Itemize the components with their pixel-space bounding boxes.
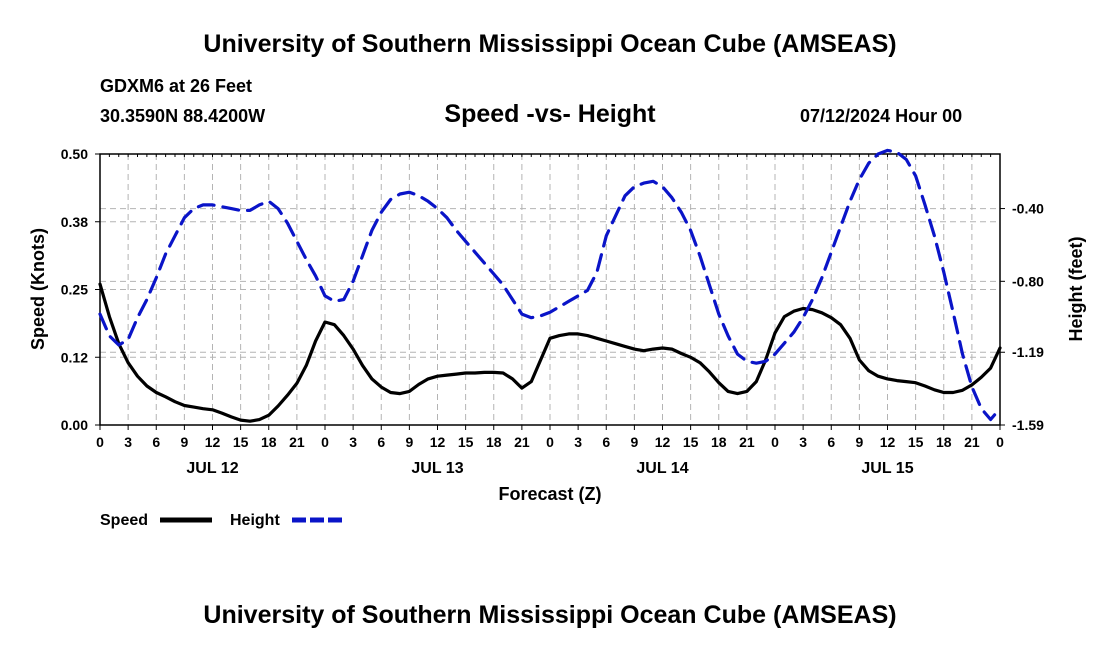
y-tick-label: 0.38 bbox=[61, 214, 88, 230]
x-tick-label: 3 bbox=[349, 434, 357, 450]
legend-height-label: Height bbox=[230, 512, 280, 529]
x-tick-label: 12 bbox=[430, 434, 446, 450]
x-tick-label: 9 bbox=[180, 434, 188, 450]
x-tick-label: 6 bbox=[377, 434, 385, 450]
y2-tick-label: -0.40 bbox=[1012, 201, 1044, 217]
x-tick-label: 18 bbox=[486, 434, 502, 450]
x-tick-label: 6 bbox=[827, 434, 835, 450]
y-tick-label: 0.12 bbox=[61, 349, 88, 365]
x-day-label: JUL 14 bbox=[636, 460, 688, 477]
x-tick-label: 21 bbox=[739, 434, 755, 450]
y2-tick-label: -1.59 bbox=[1012, 417, 1044, 433]
y2-tick-label: -0.80 bbox=[1012, 273, 1044, 289]
footer-title: University of Southern Mississippi Ocean… bbox=[203, 601, 897, 629]
x-tick-label: 0 bbox=[771, 434, 779, 450]
grid-lines bbox=[100, 153, 1000, 426]
x-tick-label: 12 bbox=[655, 434, 671, 450]
x-tick-label: 18 bbox=[936, 434, 952, 450]
y-axis-label-left: Speed (Knots) bbox=[28, 228, 48, 350]
x-tick-label: 0 bbox=[321, 434, 329, 450]
series-line-speed bbox=[98, 282, 1002, 423]
x-tick-label: 0 bbox=[96, 434, 104, 450]
x-tick-label: 9 bbox=[405, 434, 413, 450]
x-tick-label: 0 bbox=[996, 434, 1004, 450]
x-axis-label: Forecast (Z) bbox=[498, 484, 601, 504]
x-tick-label: 15 bbox=[233, 434, 249, 450]
x-tick-label: 21 bbox=[514, 434, 530, 450]
x-tick-label: 3 bbox=[574, 434, 582, 450]
y-tick-label: 0.50 bbox=[61, 146, 88, 162]
x-tick-label: 15 bbox=[683, 434, 699, 450]
x-tick-label: 21 bbox=[289, 434, 305, 450]
x-tick-label: 18 bbox=[261, 434, 277, 450]
axes: 0 3 6 9 12 15 18 21 0 3 6 9 12 15 18 21 0 3 6 9 12 15 18 21 0 3 6 9… bbox=[61, 146, 1044, 477]
chart-title: University of Southern Mississippi Ocean… bbox=[203, 30, 897, 58]
x-tick-label: 18 bbox=[711, 434, 727, 450]
y-tick-label: 0.00 bbox=[61, 417, 88, 433]
station-label: GDXM6 at 26 Feet bbox=[100, 76, 253, 96]
x-tick-label: 0 bbox=[546, 434, 554, 450]
x-tick-label: 21 bbox=[964, 434, 980, 450]
y-axis-label-right: Height (feet) bbox=[1066, 237, 1086, 342]
y2-tick-label: -1.19 bbox=[1012, 344, 1044, 360]
x-tick-label: 3 bbox=[799, 434, 807, 450]
x-tick-label: 6 bbox=[152, 434, 160, 450]
series-lines bbox=[98, 148, 1002, 423]
x-tick-label: 6 bbox=[602, 434, 610, 450]
x-tick-label: 3 bbox=[124, 434, 132, 450]
x-tick-label: 12 bbox=[205, 434, 221, 450]
forecast-datetime: 07/12/2024 Hour 00 bbox=[800, 106, 963, 126]
x-tick-label: 15 bbox=[458, 434, 474, 450]
x-tick-label: 15 bbox=[908, 434, 924, 450]
chart-subtitle: Speed -vs- Height bbox=[444, 100, 656, 128]
x-day-label: JUL 13 bbox=[411, 460, 463, 477]
y-tick-label: 0.25 bbox=[61, 282, 88, 298]
x-day-label: JUL 15 bbox=[861, 460, 913, 477]
x-tick-label: 9 bbox=[630, 434, 638, 450]
x-day-label: JUL 12 bbox=[186, 460, 238, 477]
series-line-height bbox=[98, 148, 1002, 422]
legend-speed-label: Speed bbox=[100, 512, 148, 529]
x-tick-label: 12 bbox=[880, 434, 896, 450]
chart-area: 0 3 6 9 12 15 18 21 0 3 6 9 12 15 18 21 0 3 6 9 12 15 18 21 0 3 6 9… bbox=[28, 146, 1086, 529]
station-coords: 30.3590N 88.4200W bbox=[100, 106, 266, 126]
x-tick-label: 9 bbox=[855, 434, 863, 450]
